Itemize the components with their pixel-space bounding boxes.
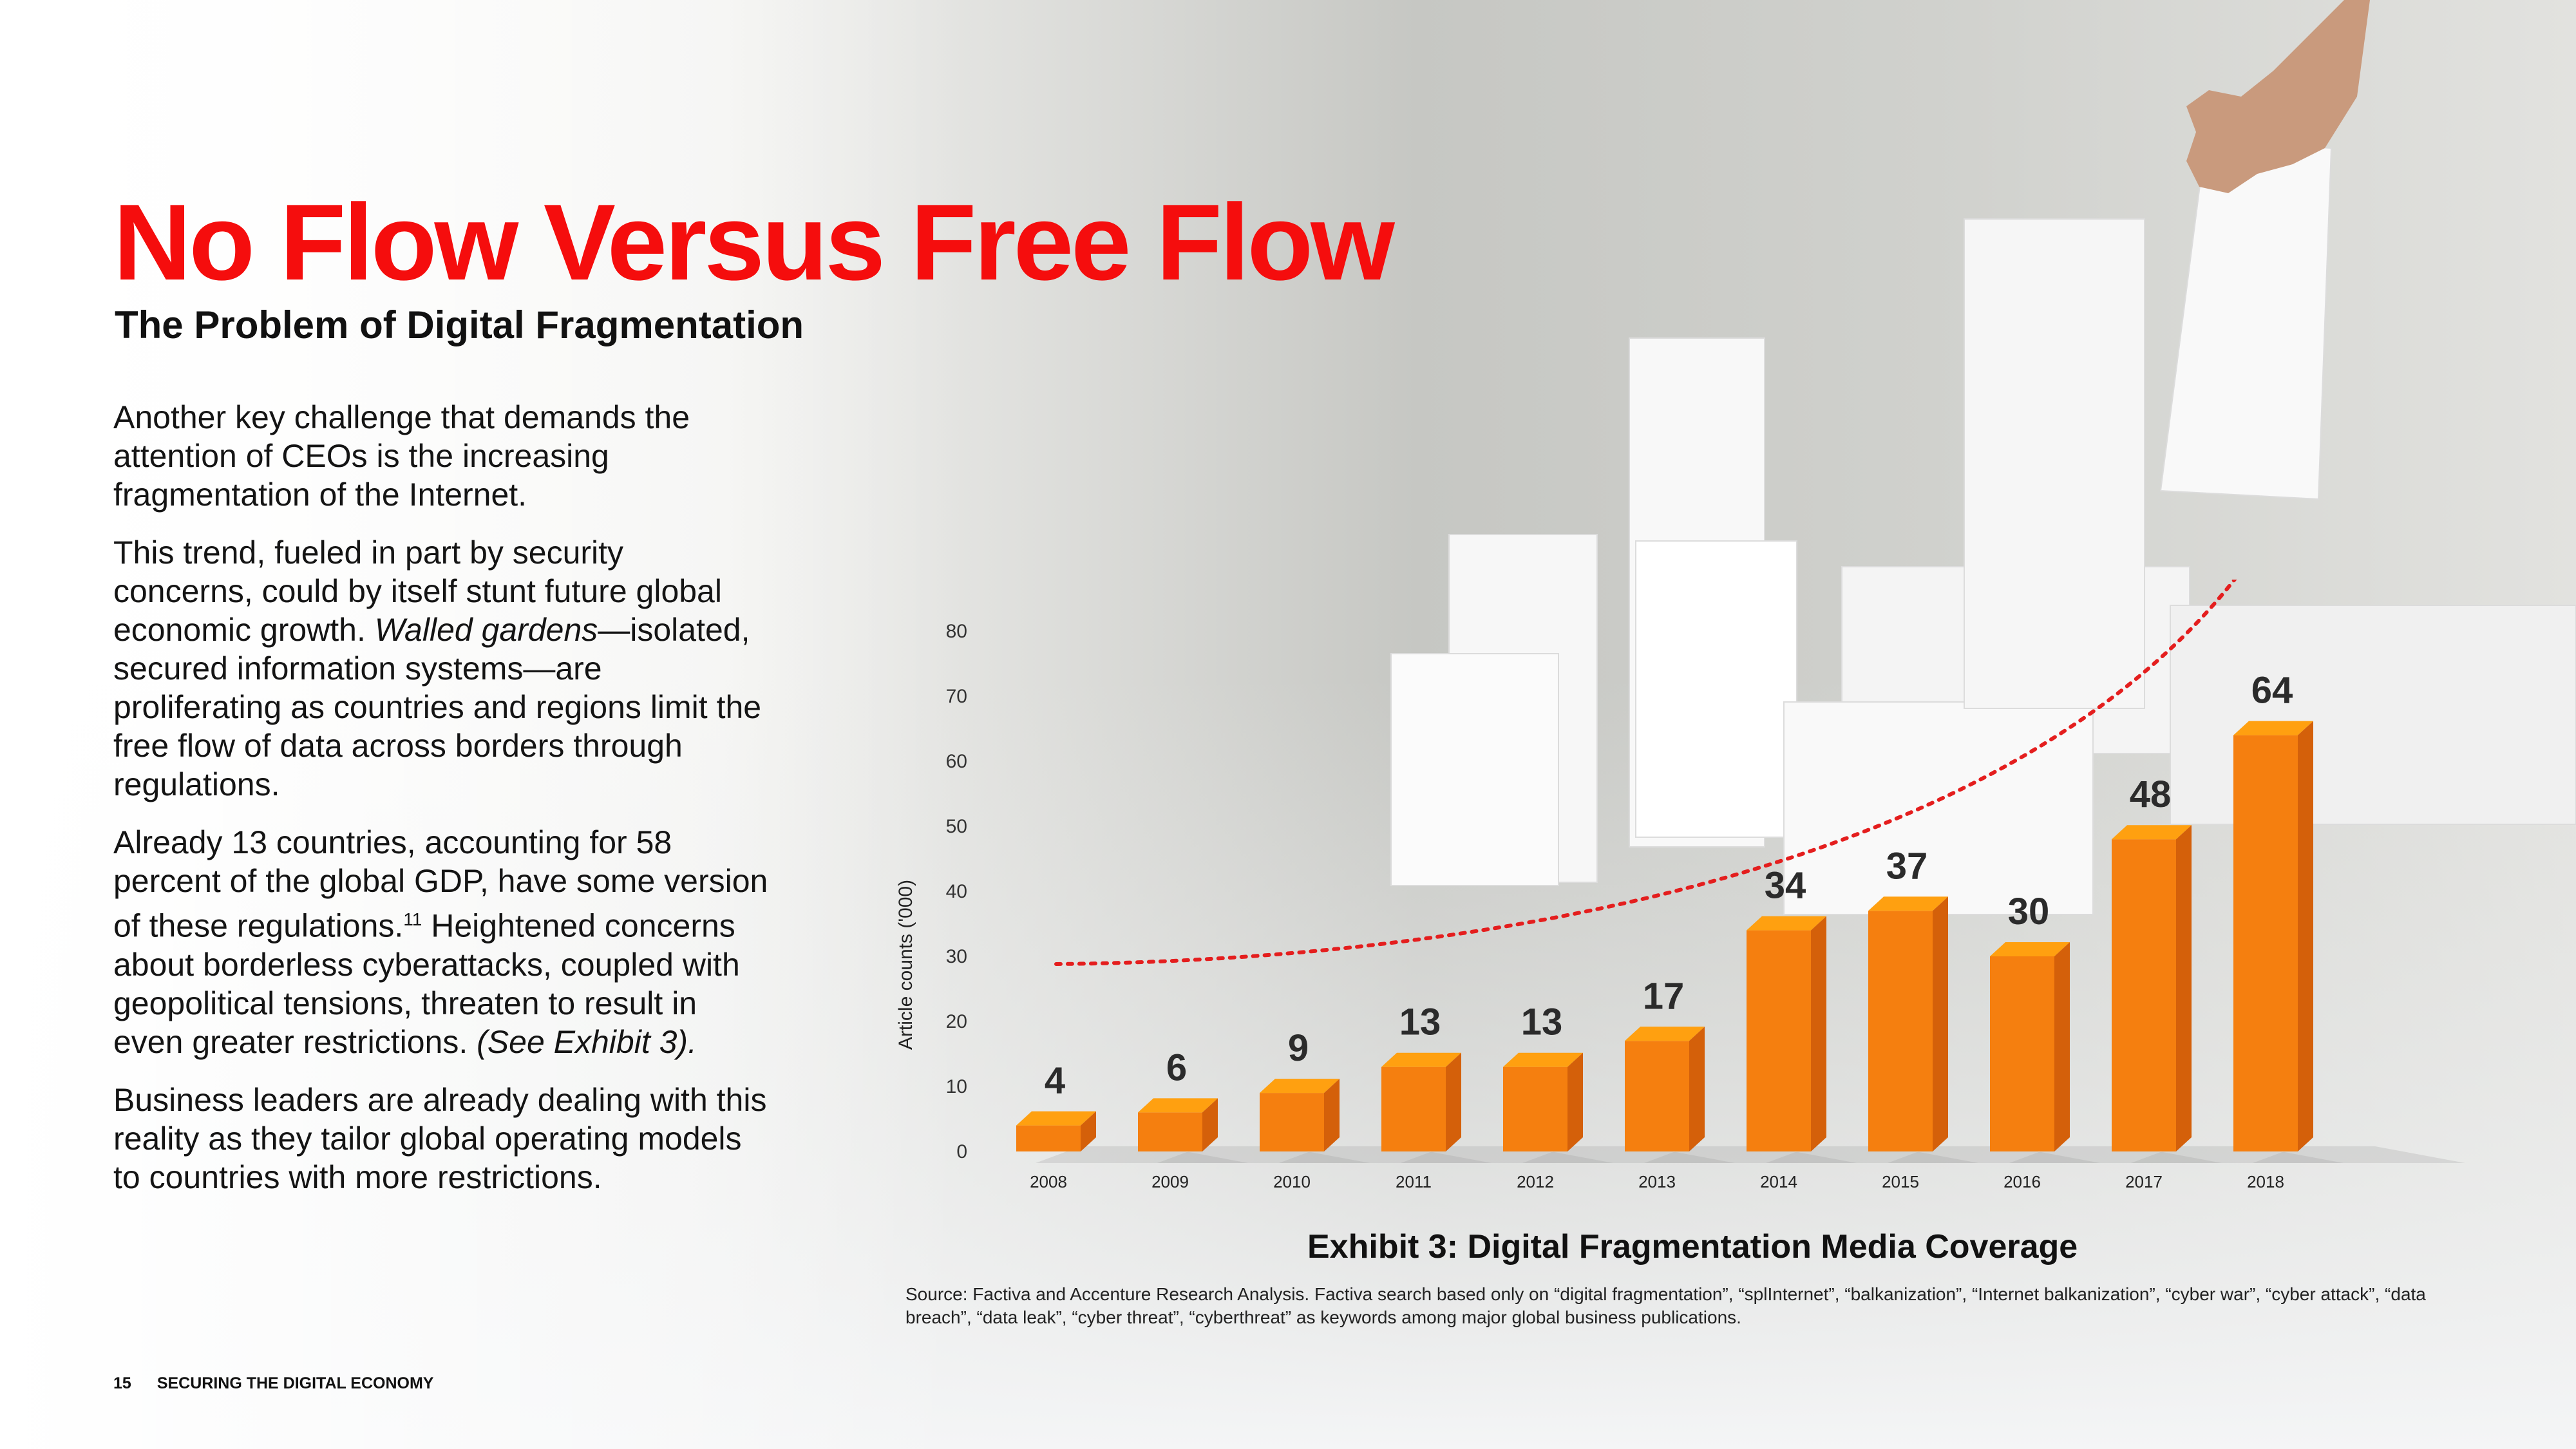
footer-text: SECURING THE DIGITAL ECONOMY: [156, 1374, 434, 1392]
bar-top: [1138, 1098, 1218, 1113]
bar-shadow: [1522, 1146, 1735, 1163]
bar-side: [1567, 1052, 1583, 1151]
bar-shadow: [1888, 1146, 2100, 1163]
data-label: 6: [1166, 1046, 1187, 1088]
bar-side: [1324, 1079, 1340, 1151]
page-title: No Flow Versus Free Flow: [113, 182, 1395, 303]
bar-chart: 0 10 20 30 40 50 60 70 80 Article counts ('000) 4 2…: [895, 580, 2465, 1191]
x-tick-label: 2017: [2125, 1172, 2163, 1191]
y-tick-label: 60: [946, 751, 967, 772]
bar-top: [1016, 1111, 1096, 1126]
bar: [1747, 930, 1811, 1151]
bar-top: [1381, 1052, 1461, 1067]
data-label: 17: [1643, 975, 1685, 1017]
bar-side: [1081, 1111, 1096, 1151]
bar: [1016, 1125, 1081, 1151]
paragraph-1: Another key challenge that demands the a…: [113, 399, 690, 513]
bar-side: [2298, 721, 2313, 1151]
data-label: 4: [1045, 1060, 1065, 1102]
page-footer: 15 SECURING THE DIGITAL ECONOMY: [113, 1374, 459, 1393]
data-label: 30: [2008, 891, 2050, 933]
bar-top: [1260, 1079, 1340, 1094]
bar: [2233, 735, 2298, 1151]
bar-side: [2054, 942, 2070, 1151]
bar: [1990, 956, 2054, 1151]
bar-top: [2112, 825, 2192, 840]
bar-shadow: [2253, 1146, 2465, 1163]
bar: [1260, 1093, 1324, 1151]
bar-side: [2176, 825, 2192, 1151]
bar: [1381, 1066, 1446, 1151]
y-tick-label: 10: [946, 1076, 967, 1097]
paragraph-2: This trend, fueled in part by security c…: [113, 535, 762, 802]
y-axis-label: Article counts ('000): [895, 880, 916, 1050]
trend-line: [1054, 580, 2237, 966]
bar-shadow: [1036, 1146, 1248, 1163]
x-tick-label: 2008: [1030, 1172, 1067, 1191]
bar-shadow: [1644, 1146, 1857, 1163]
x-tick-label: 2018: [2247, 1172, 2284, 1191]
bar: [1625, 1041, 1689, 1151]
data-label: 48: [2130, 773, 2172, 815]
x-tick-label: 2015: [1882, 1172, 1919, 1191]
footnote-ref: 11: [403, 909, 422, 929]
white-blocks: [1390, 139, 2576, 915]
x-tick-label: 2012: [1517, 1172, 1554, 1191]
bar: [2112, 839, 2176, 1151]
bar-shadow: [2131, 1146, 2344, 1163]
page-subtitle: The Problem of Digital Fragmentation: [115, 303, 804, 346]
y-tick-label: 80: [946, 621, 967, 642]
bar-shadow: [1401, 1146, 1613, 1163]
data-label: 34: [1765, 865, 1806, 907]
bar-shadow: [1157, 1146, 1370, 1163]
bar: [1138, 1112, 1202, 1151]
hand: [2186, 0, 2370, 193]
exhibit-title: Exhibit 3: Digital Fragmentation Media C…: [1307, 1228, 2078, 1265]
body-copy: Another key challenge that demands the a…: [113, 398, 770, 1216]
bar-top: [1868, 896, 1948, 911]
bar-shadow: [1766, 1146, 1978, 1163]
data-label: 64: [2251, 670, 2293, 712]
data-label: 9: [1288, 1027, 1309, 1069]
bar-top: [2233, 721, 2313, 735]
y-tick-label: 70: [946, 686, 967, 707]
bar-top: [1503, 1052, 1583, 1067]
bar-side: [1689, 1027, 1705, 1151]
x-tick-label: 2014: [1760, 1172, 1797, 1191]
y-tick-label: 0: [956, 1141, 967, 1162]
bar-side: [1811, 916, 1826, 1151]
bar-shadow: [1279, 1146, 1492, 1163]
bar-top: [1625, 1027, 1705, 1041]
x-tick-label: 2013: [1638, 1172, 1676, 1191]
y-tick-label: 20: [946, 1011, 967, 1032]
bar-top: [1990, 942, 2070, 956]
data-label: 37: [1886, 845, 1928, 887]
x-tick-label: 2009: [1151, 1172, 1189, 1191]
bar: [1503, 1066, 1567, 1151]
paragraph-3: Already 13 countries, accounting for 58 …: [113, 824, 768, 1060]
bar-side: [1933, 896, 1948, 1151]
bar-side: [1446, 1052, 1461, 1151]
bar-side: [1202, 1098, 1218, 1151]
y-tick-label: 40: [946, 881, 967, 902]
data-label: 13: [1521, 1001, 1563, 1043]
y-tick-label: 30: [946, 946, 967, 967]
source-note: Source: Factiva and Accenture Research A…: [905, 1284, 2426, 1327]
bar-shadow: [2009, 1146, 2222, 1163]
y-tick-label: 50: [946, 816, 967, 837]
bar: [1868, 911, 1933, 1151]
x-tick-label: 2010: [1273, 1172, 1311, 1191]
x-tick-label: 2016: [2003, 1172, 2041, 1191]
x-tick-label: 2011: [1396, 1172, 1432, 1191]
data-label: 13: [1399, 1001, 1441, 1043]
bar-top: [1747, 916, 1826, 931]
page-number: 15: [113, 1374, 131, 1392]
paragraph-4: Business leaders are already dealing wit…: [113, 1081, 767, 1195]
